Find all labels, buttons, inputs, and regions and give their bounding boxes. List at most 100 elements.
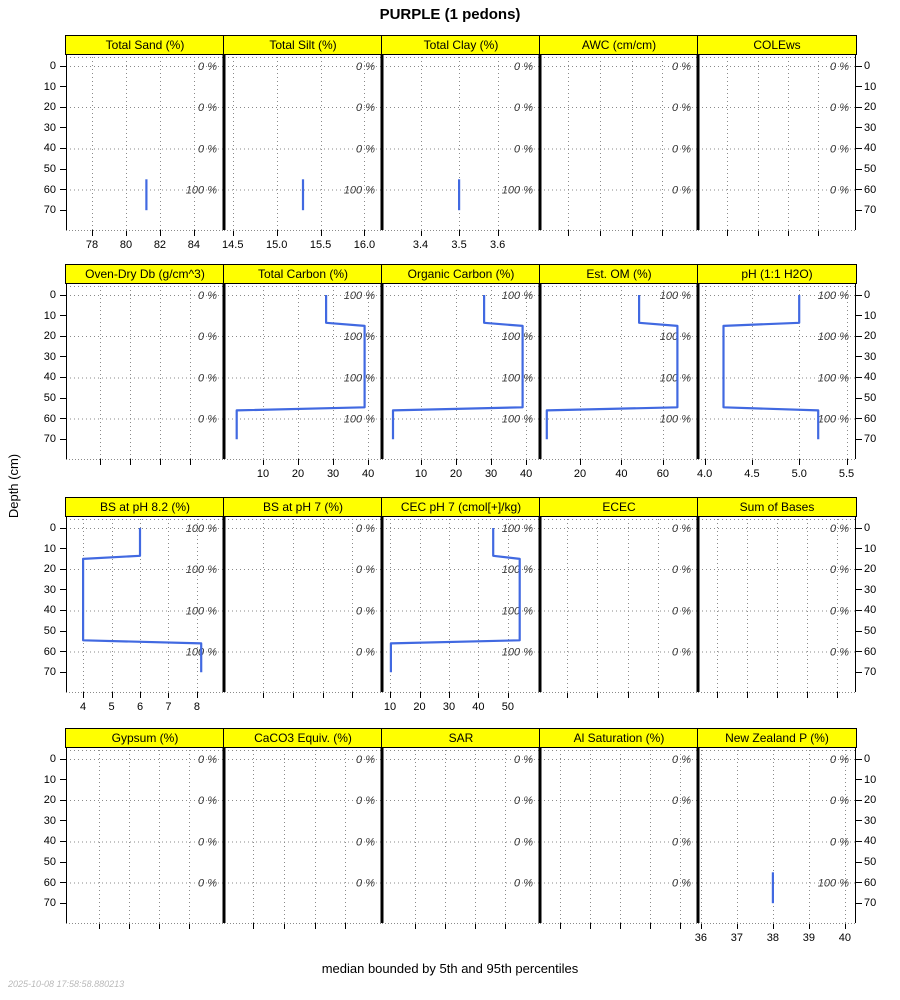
percentile-label: 100 % — [660, 372, 691, 384]
depth-tick-label-right: 40 — [864, 142, 877, 155]
depth-tick-left — [60, 882, 66, 884]
depth-tick-label-right: 40 — [864, 371, 877, 384]
depth-tick-label-left: 30 — [43, 350, 56, 363]
percentile-label: 0 % — [830, 795, 849, 807]
x-tick-label: 20 — [449, 468, 463, 480]
depth-tick-label-right: 70 — [864, 204, 877, 217]
depth-tick-right — [856, 168, 862, 170]
depth-tick-left — [60, 779, 66, 781]
percentile-label: 0 % — [198, 143, 217, 155]
x-tick-label: 7 — [165, 701, 172, 713]
depth-tick-left — [60, 127, 66, 129]
depth-tick-label-left: 60 — [43, 412, 56, 425]
depth-tick-left — [60, 315, 66, 317]
percentile-label: 100 % — [186, 185, 217, 197]
percentile-label: 100 % — [818, 290, 849, 302]
depth-tick-right — [856, 840, 862, 842]
strip-sum-of-bases: Sum of Bases — [697, 497, 857, 517]
percentile-label: 100 % — [344, 290, 375, 302]
percentile-label: 0 % — [830, 61, 849, 73]
percentile-label: 0 % — [514, 61, 533, 73]
depth-tick-label-left: 40 — [43, 371, 56, 384]
x-tick-label: 10 — [256, 468, 270, 480]
strip-colews: COLEws — [697, 35, 857, 55]
depth-tick-label-right: 50 — [864, 163, 877, 175]
percentile-label: 0 % — [356, 143, 375, 155]
strip-est-om: Est. OM (%) — [539, 264, 699, 284]
median-profile-line — [722, 295, 820, 440]
x-tick-label: 6 — [136, 701, 144, 713]
depth-tick-label-right: 0 — [864, 60, 871, 72]
x-tick-label: 4.0 — [696, 468, 713, 480]
depth-tick-label-left: 30 — [43, 814, 56, 827]
x-tick-label: 40 — [361, 468, 375, 480]
depth-tick-right — [856, 189, 862, 191]
timestamp-label: 2025-10-08 17:58:58.880213 — [8, 979, 125, 989]
x-tick-label: 3.6 — [489, 239, 506, 251]
x-tick-label: 20 — [291, 468, 305, 480]
x-tick-label: 4.5 — [744, 468, 760, 480]
percentile-label: 0 % — [830, 143, 849, 155]
x-tick-label: 78 — [85, 239, 99, 251]
percentile-label: 0 % — [672, 61, 691, 73]
depth-tick-label-left: 40 — [43, 142, 56, 155]
percentile-label: 0 % — [198, 61, 217, 73]
plot-area-oven-dry-db-g-cm-3: 0 % 0 % 0 % 0 % — [66, 284, 225, 465]
percentile-label: 0 % — [514, 795, 533, 807]
plot-area-colews: 0 % 0 % 0 % 0 % — [697, 55, 856, 236]
percentile-label: 0 % — [198, 102, 217, 114]
depth-tick-left — [60, 799, 66, 801]
depth-tick-right — [856, 902, 862, 904]
plot-area-est-om: 100 % 100 % 100 % 100 % — [539, 284, 699, 465]
strip-al-saturation: Al Saturation (%) — [539, 728, 699, 748]
percentile-label: 0 % — [198, 878, 217, 890]
strip-ph-1-1-h2o: pH (1:1 H2O) — [697, 264, 857, 284]
depth-tick-label-left: 20 — [43, 101, 56, 114]
depth-tick-label-left: 10 — [43, 773, 56, 786]
strip-organic-carbon: Organic Carbon (%) — [381, 264, 541, 284]
depth-tick-label-right: 20 — [864, 330, 877, 343]
x-tick-label: 16.0 — [353, 239, 376, 251]
percentile-label: 100 % — [502, 185, 533, 197]
depth-tick-label-right: 10 — [864, 80, 877, 93]
percentile-label: 0 % — [672, 564, 691, 576]
depth-tick-left — [60, 651, 66, 653]
percentile-label: 0 % — [356, 878, 375, 890]
strip-total-silt: Total Silt (%) — [223, 35, 383, 55]
percentile-label: 100 % — [502, 414, 533, 426]
depth-tick-label-left: 40 — [43, 835, 56, 848]
depth-tick-label-left: 0 — [49, 60, 56, 72]
percentile-label: 0 % — [356, 754, 375, 766]
x-tick-label: 40 — [472, 701, 485, 713]
percentile-label: 100 % — [660, 331, 691, 343]
percentile-label: 0 % — [198, 414, 217, 426]
depth-tick-left — [60, 168, 66, 170]
x-tick-label: 50 — [501, 701, 514, 713]
x-tick-label: 3.4 — [412, 239, 429, 251]
strip-cec-ph-7-cmol-kg: CEC pH 7 (cmol[+]/kg) — [381, 497, 541, 517]
x-tick-label: 60 — [656, 468, 670, 480]
percentile-label: 0 % — [672, 878, 691, 890]
median-profile-line — [235, 295, 366, 440]
depth-tick-left — [60, 376, 66, 378]
percentile-label: 0 % — [830, 647, 849, 659]
x-tick-label: 30 — [442, 701, 456, 713]
strip-caco3-equiv: CaCO3 Equiv. (%) — [223, 728, 383, 748]
depth-tick-label-right: 50 — [864, 392, 877, 404]
depth-tick-label-right: 20 — [864, 794, 877, 807]
depth-tick-label-left: 50 — [43, 392, 56, 404]
depth-tick-left — [60, 86, 66, 88]
percentile-label: 100 % — [502, 290, 533, 302]
depth-tick-label-left: 70 — [43, 204, 56, 217]
depth-tick-label-right: 0 — [864, 289, 871, 301]
percentile-label: 0 % — [198, 795, 217, 807]
percentile-label: 100 % — [344, 331, 375, 343]
depth-tick-right — [856, 418, 862, 420]
depth-tick-label-left: 10 — [43, 309, 56, 322]
percentile-label: 100 % — [344, 372, 375, 384]
depth-tick-right — [856, 294, 862, 296]
percentile-label: 100 % — [344, 185, 375, 197]
percentile-label: 0 % — [830, 523, 849, 535]
percentile-label: 0 % — [672, 836, 691, 848]
